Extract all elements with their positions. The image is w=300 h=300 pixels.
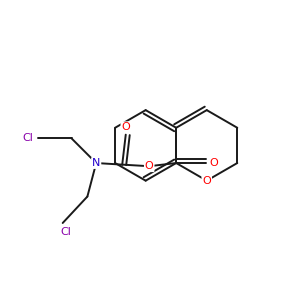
Text: O: O bbox=[145, 161, 154, 171]
Text: Cl: Cl bbox=[23, 133, 34, 143]
Text: Cl: Cl bbox=[60, 226, 71, 237]
Text: O: O bbox=[122, 122, 130, 132]
Text: O: O bbox=[209, 158, 218, 168]
Text: N: N bbox=[92, 158, 100, 168]
Text: O: O bbox=[202, 176, 211, 186]
